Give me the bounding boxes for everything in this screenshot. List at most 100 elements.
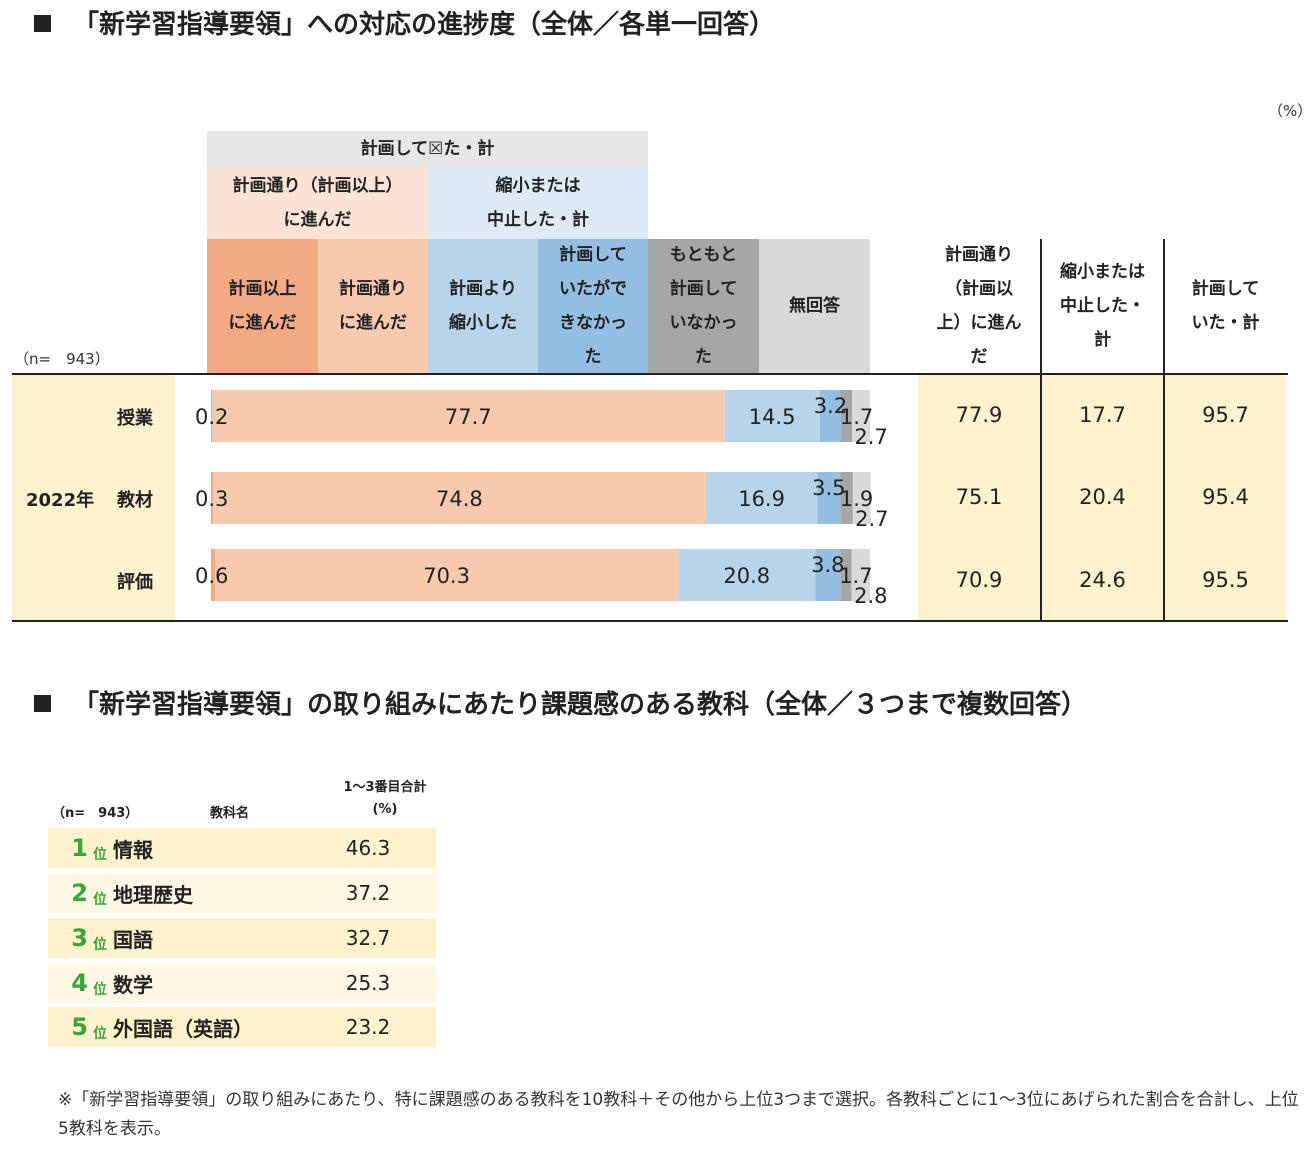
summary-divider-2 xyxy=(1163,239,1165,622)
ranking-sample-size: （n= 943） xyxy=(52,806,139,821)
bar-segment xyxy=(817,472,841,524)
bar-value-label: 3.8 xyxy=(811,553,844,577)
square-bullet-icon xyxy=(34,15,51,32)
summary-divider-1 xyxy=(1040,239,1042,622)
header-not-done: 計画して いたがで きなかっ た xyxy=(538,239,648,373)
square-bullet-icon xyxy=(34,695,51,712)
bar-segment xyxy=(852,472,871,524)
subject-name: 数学 xyxy=(113,972,153,997)
bar-segment xyxy=(211,472,213,524)
rank-suffix: 位 xyxy=(93,982,107,998)
ranking-title: 「新学習指導要領」の取り組みにあたり課題感のある教科（全体／３つまで複数回答） xyxy=(34,684,1087,721)
bar-value-label: 20.8 xyxy=(723,564,770,588)
bar-value-label: 16.9 xyxy=(738,487,785,511)
bar-segment xyxy=(214,549,679,601)
rank-number: 4 xyxy=(71,969,88,997)
rank-suffix: 位 xyxy=(93,892,107,908)
chart-title-text: 「新学習指導要領」への対応の進捗度（全体／各単一回答） xyxy=(73,10,776,40)
header-on-plan: 計画通り に進んだ xyxy=(318,239,428,373)
bar-segment xyxy=(840,472,853,524)
header-sum-on-plan: 計画通り （計画以 上）に進ん だ xyxy=(936,245,1022,367)
chart-title: 「新学習指導要領」への対応の進捗度（全体／各単一回答） xyxy=(34,4,775,41)
subject-name: 国語 xyxy=(113,927,153,952)
table-bottom-rule xyxy=(12,620,1288,622)
summary-on-plan-0: 77.9 xyxy=(955,403,1003,427)
rank-number: 2 xyxy=(71,879,88,907)
bar-value-label: 1.9 xyxy=(840,487,873,511)
header-group-reduced: 縮小または 中止した・計 xyxy=(428,167,648,239)
bar-value-label: 77.7 xyxy=(445,405,492,429)
bar-segment xyxy=(841,390,853,442)
bar-value-label: 2.7 xyxy=(855,507,888,531)
year-label: 2022年 xyxy=(26,490,95,511)
bar-segment xyxy=(678,549,816,601)
category-label-0: 授業 xyxy=(117,408,153,429)
subject-value: 37.2 xyxy=(345,881,391,905)
bar-value-label: 0.3 xyxy=(195,487,228,511)
bar-segment xyxy=(724,390,820,442)
unit-label: （%） xyxy=(1268,102,1310,120)
subject-name: 外国語（英語） xyxy=(113,1016,253,1041)
rank-number: 5 xyxy=(71,1013,88,1041)
header-reduced: 計画より 縮小した xyxy=(428,239,538,373)
bar-value-label: 70.3 xyxy=(423,564,470,588)
stacked-bar-chart: 0.2 77.7 14.5 3.21.72.70.3 74.8 16.9 3.51.92.7… xyxy=(195,390,889,608)
summary-reduced-1: 20.4 xyxy=(1079,485,1126,509)
ranking-row: 3 位 国語 32.7 xyxy=(48,918,436,958)
bar-value-label: 74.8 xyxy=(436,487,483,511)
ranking-unit-header: (%) xyxy=(372,802,398,817)
header-not-planned: もともと 計画して いなかっ た xyxy=(648,239,759,373)
sample-size-label: （n= 943） xyxy=(14,350,110,368)
ranking-row: 2 位 地理歴史 37.2 xyxy=(48,873,436,913)
summary-planned-0: 95.7 xyxy=(1202,403,1249,427)
summary-reduced-0: 17.7 xyxy=(1079,403,1126,427)
rank-number: 1 xyxy=(71,834,88,862)
ranking-row: 1 位 情報 46.3 xyxy=(48,828,436,868)
category-label-2: 評価 xyxy=(117,572,153,593)
summary-reduced-2: 24.6 xyxy=(1079,568,1126,592)
rank-suffix: 位 xyxy=(93,937,107,953)
bar-value-label: 1.7 xyxy=(840,405,873,429)
bar-value-label: 2.7 xyxy=(854,425,887,449)
bar-segment xyxy=(852,390,870,442)
subject-value: 46.3 xyxy=(345,836,391,860)
summary-on-plan-2: 70.9 xyxy=(955,568,1003,592)
bar-value-label: 3.2 xyxy=(814,394,847,418)
bar-segment xyxy=(815,549,841,601)
bar-segment xyxy=(211,390,213,442)
header-no-answer: 無回答 xyxy=(759,239,870,373)
bar-value-label: 3.5 xyxy=(812,476,845,500)
row-label-band xyxy=(12,375,175,620)
bar-value-label: 2.8 xyxy=(854,584,887,608)
ranking-title-text: 「新学習指導要領」の取り組みにあたり課題感のある教科（全体／３つまで複数回答） xyxy=(73,690,1088,720)
summary-band xyxy=(918,375,1286,620)
summary-planned-1: 95.4 xyxy=(1202,485,1249,509)
bar-value-label: 0.6 xyxy=(195,564,228,588)
ranking-total-header: 1〜3番目合計 xyxy=(343,780,427,795)
header-group-on-plan: 計画通り（計画以上） に進んだ xyxy=(207,167,428,239)
header-above-plan: 計画以上 に進んだ xyxy=(207,239,318,373)
ranking-subject-header: 教科名 xyxy=(210,806,250,821)
rank-suffix: 位 xyxy=(93,847,107,863)
bar-value-label: 14.5 xyxy=(749,405,796,429)
ranking-row: 5 位 外国語（英語） 23.2 xyxy=(48,1007,436,1047)
bar-value-label: 0.2 xyxy=(195,405,228,429)
summary-planned-2: 95.5 xyxy=(1202,568,1249,592)
header-group-planned: 計画して☒た・計 xyxy=(207,131,648,167)
bar-segment xyxy=(819,390,842,442)
bar-segment xyxy=(212,472,706,524)
header-sum-reduced: 縮小または 中止した・ 計 xyxy=(1060,262,1145,350)
bar-segment xyxy=(211,549,215,601)
subject-value: 23.2 xyxy=(345,1015,391,1039)
subject-value: 25.3 xyxy=(345,971,391,995)
rank-number: 3 xyxy=(71,924,88,952)
rank-suffix: 位 xyxy=(93,1026,107,1042)
subject-name: 地理歴史 xyxy=(113,882,193,907)
ranking-row: 4 位 数学 25.3 xyxy=(48,963,436,1003)
bar-segment xyxy=(705,472,818,524)
header-sum-planned: 計画して いた・計 xyxy=(1191,279,1260,333)
summary-on-plan-1: 75.1 xyxy=(955,485,1003,509)
subject-value: 32.7 xyxy=(345,926,391,950)
footnote: ※「新学習指導要領」の取り組みにあたり、特に課題感のある教科を10教科＋その他か… xyxy=(58,1090,1299,1139)
table-top-rule xyxy=(12,373,1288,375)
